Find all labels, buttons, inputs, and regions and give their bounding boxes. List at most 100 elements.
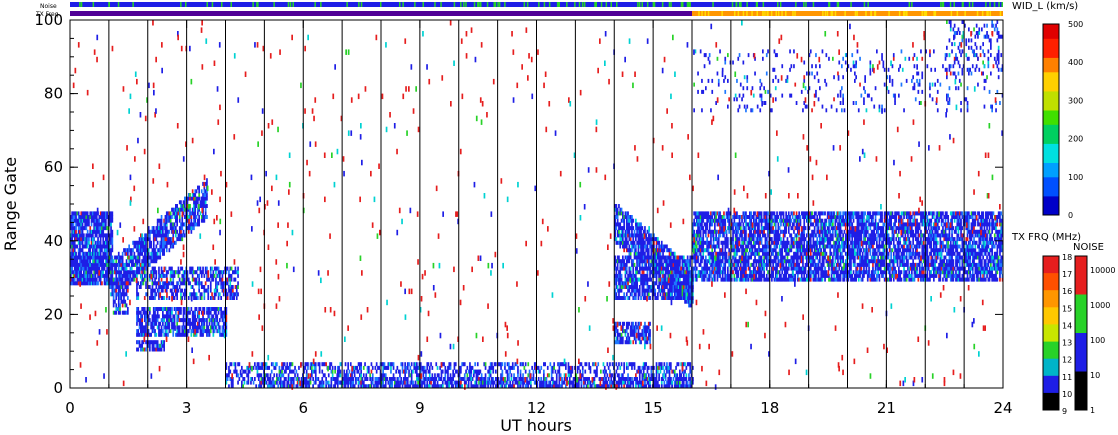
echo-cell bbox=[184, 215, 186, 219]
echo-cell bbox=[386, 377, 388, 381]
echo-cell bbox=[101, 218, 103, 223]
echo-cell bbox=[632, 259, 635, 264]
echo-cell bbox=[142, 329, 145, 334]
echo-cell bbox=[121, 273, 124, 278]
echo-cell bbox=[419, 380, 422, 385]
echo-cell bbox=[640, 237, 642, 242]
echo-cell bbox=[194, 211, 197, 216]
echo-cell bbox=[145, 318, 147, 323]
echo-cell bbox=[203, 325, 206, 330]
echo-cell bbox=[171, 273, 173, 278]
echo-cell bbox=[349, 384, 352, 389]
echo-cell bbox=[167, 270, 169, 275]
echo-cell bbox=[97, 266, 99, 271]
echo-cell bbox=[73, 226, 76, 231]
echo-cell bbox=[102, 233, 105, 238]
echo-cell bbox=[171, 215, 173, 219]
echo-cell bbox=[408, 369, 410, 374]
echo-cell bbox=[356, 369, 359, 374]
echo-cell bbox=[150, 244, 152, 249]
echo-cell bbox=[471, 377, 474, 381]
txfreq-spike bbox=[775, 11, 777, 16]
echo-cell bbox=[70, 240, 72, 245]
echo-cell bbox=[636, 259, 638, 264]
echo-cell bbox=[88, 277, 90, 282]
echo-cell bbox=[631, 262, 633, 267]
echo-cell bbox=[142, 270, 145, 275]
echo-cell bbox=[670, 292, 672, 297]
echo-cell bbox=[622, 296, 624, 300]
echo-cell bbox=[142, 244, 145, 249]
echo-cell bbox=[382, 377, 384, 381]
echo-cell bbox=[187, 281, 190, 286]
echo-cell bbox=[212, 332, 215, 337]
echo-cell bbox=[167, 233, 169, 238]
echo-cell bbox=[108, 266, 111, 271]
echo-cell bbox=[628, 285, 631, 289]
echo-cell bbox=[681, 369, 684, 374]
echo-cell bbox=[85, 281, 88, 286]
echo-cell bbox=[624, 270, 627, 275]
echo-cell bbox=[688, 377, 690, 381]
echo-cell bbox=[526, 377, 528, 381]
echo-cell bbox=[520, 380, 523, 385]
echo-cell bbox=[317, 384, 320, 389]
echo-cell bbox=[277, 384, 279, 389]
echo-cell bbox=[142, 237, 145, 242]
echo-cell bbox=[689, 262, 692, 267]
echo-cell bbox=[463, 380, 466, 385]
echo-cell bbox=[99, 251, 102, 256]
echo-cell bbox=[631, 273, 633, 278]
echo-cell bbox=[105, 255, 107, 260]
echo-cell bbox=[667, 255, 670, 260]
echo-cell bbox=[519, 362, 522, 367]
echo-cell bbox=[559, 384, 562, 389]
echo-cell bbox=[76, 237, 79, 242]
echo-cell bbox=[84, 222, 86, 227]
echo-cell bbox=[154, 292, 156, 297]
echo-cell bbox=[195, 270, 198, 275]
echo-cell bbox=[679, 373, 681, 378]
echo-cell bbox=[396, 377, 399, 381]
echo-cell bbox=[128, 244, 130, 249]
echo-cell bbox=[671, 296, 673, 300]
echo-cell bbox=[636, 229, 638, 234]
echo-cell bbox=[93, 270, 95, 275]
echo-cell bbox=[260, 365, 263, 370]
echo-cell bbox=[625, 277, 628, 282]
echo-cell bbox=[94, 248, 97, 253]
echo-cell bbox=[89, 273, 92, 278]
echo-cell bbox=[689, 380, 692, 385]
echo-cell bbox=[120, 255, 123, 260]
echo-cell bbox=[163, 332, 165, 337]
echo-cell bbox=[137, 255, 140, 260]
echo-cell bbox=[86, 266, 89, 271]
echo-cell bbox=[95, 270, 98, 275]
echo-cell bbox=[176, 318, 178, 323]
echo-cell bbox=[103, 277, 106, 282]
echo-cell bbox=[409, 373, 412, 378]
echo-cell bbox=[94, 262, 97, 267]
echo-cell bbox=[660, 362, 663, 367]
echo-cell bbox=[287, 373, 290, 378]
echo-cell bbox=[222, 270, 225, 275]
echo-cell bbox=[158, 325, 160, 330]
echo-cell bbox=[655, 380, 658, 385]
echo-cell bbox=[629, 377, 632, 381]
echo-cell bbox=[182, 211, 185, 216]
echo-cell bbox=[375, 377, 378, 381]
echo-cell bbox=[167, 325, 169, 330]
echo-cell bbox=[184, 233, 186, 238]
echo-cell bbox=[644, 240, 646, 245]
echo-cell bbox=[152, 270, 155, 275]
echo-cell bbox=[101, 273, 103, 278]
echo-cell bbox=[432, 384, 435, 389]
echo-cell bbox=[225, 318, 228, 323]
echo-cell bbox=[654, 270, 657, 275]
echo-cell bbox=[84, 244, 86, 249]
echo-cell bbox=[176, 204, 178, 208]
echo-cell bbox=[127, 310, 129, 315]
echo-cell bbox=[601, 377, 603, 381]
echo-cell bbox=[625, 281, 628, 286]
echo-cell bbox=[585, 377, 588, 381]
